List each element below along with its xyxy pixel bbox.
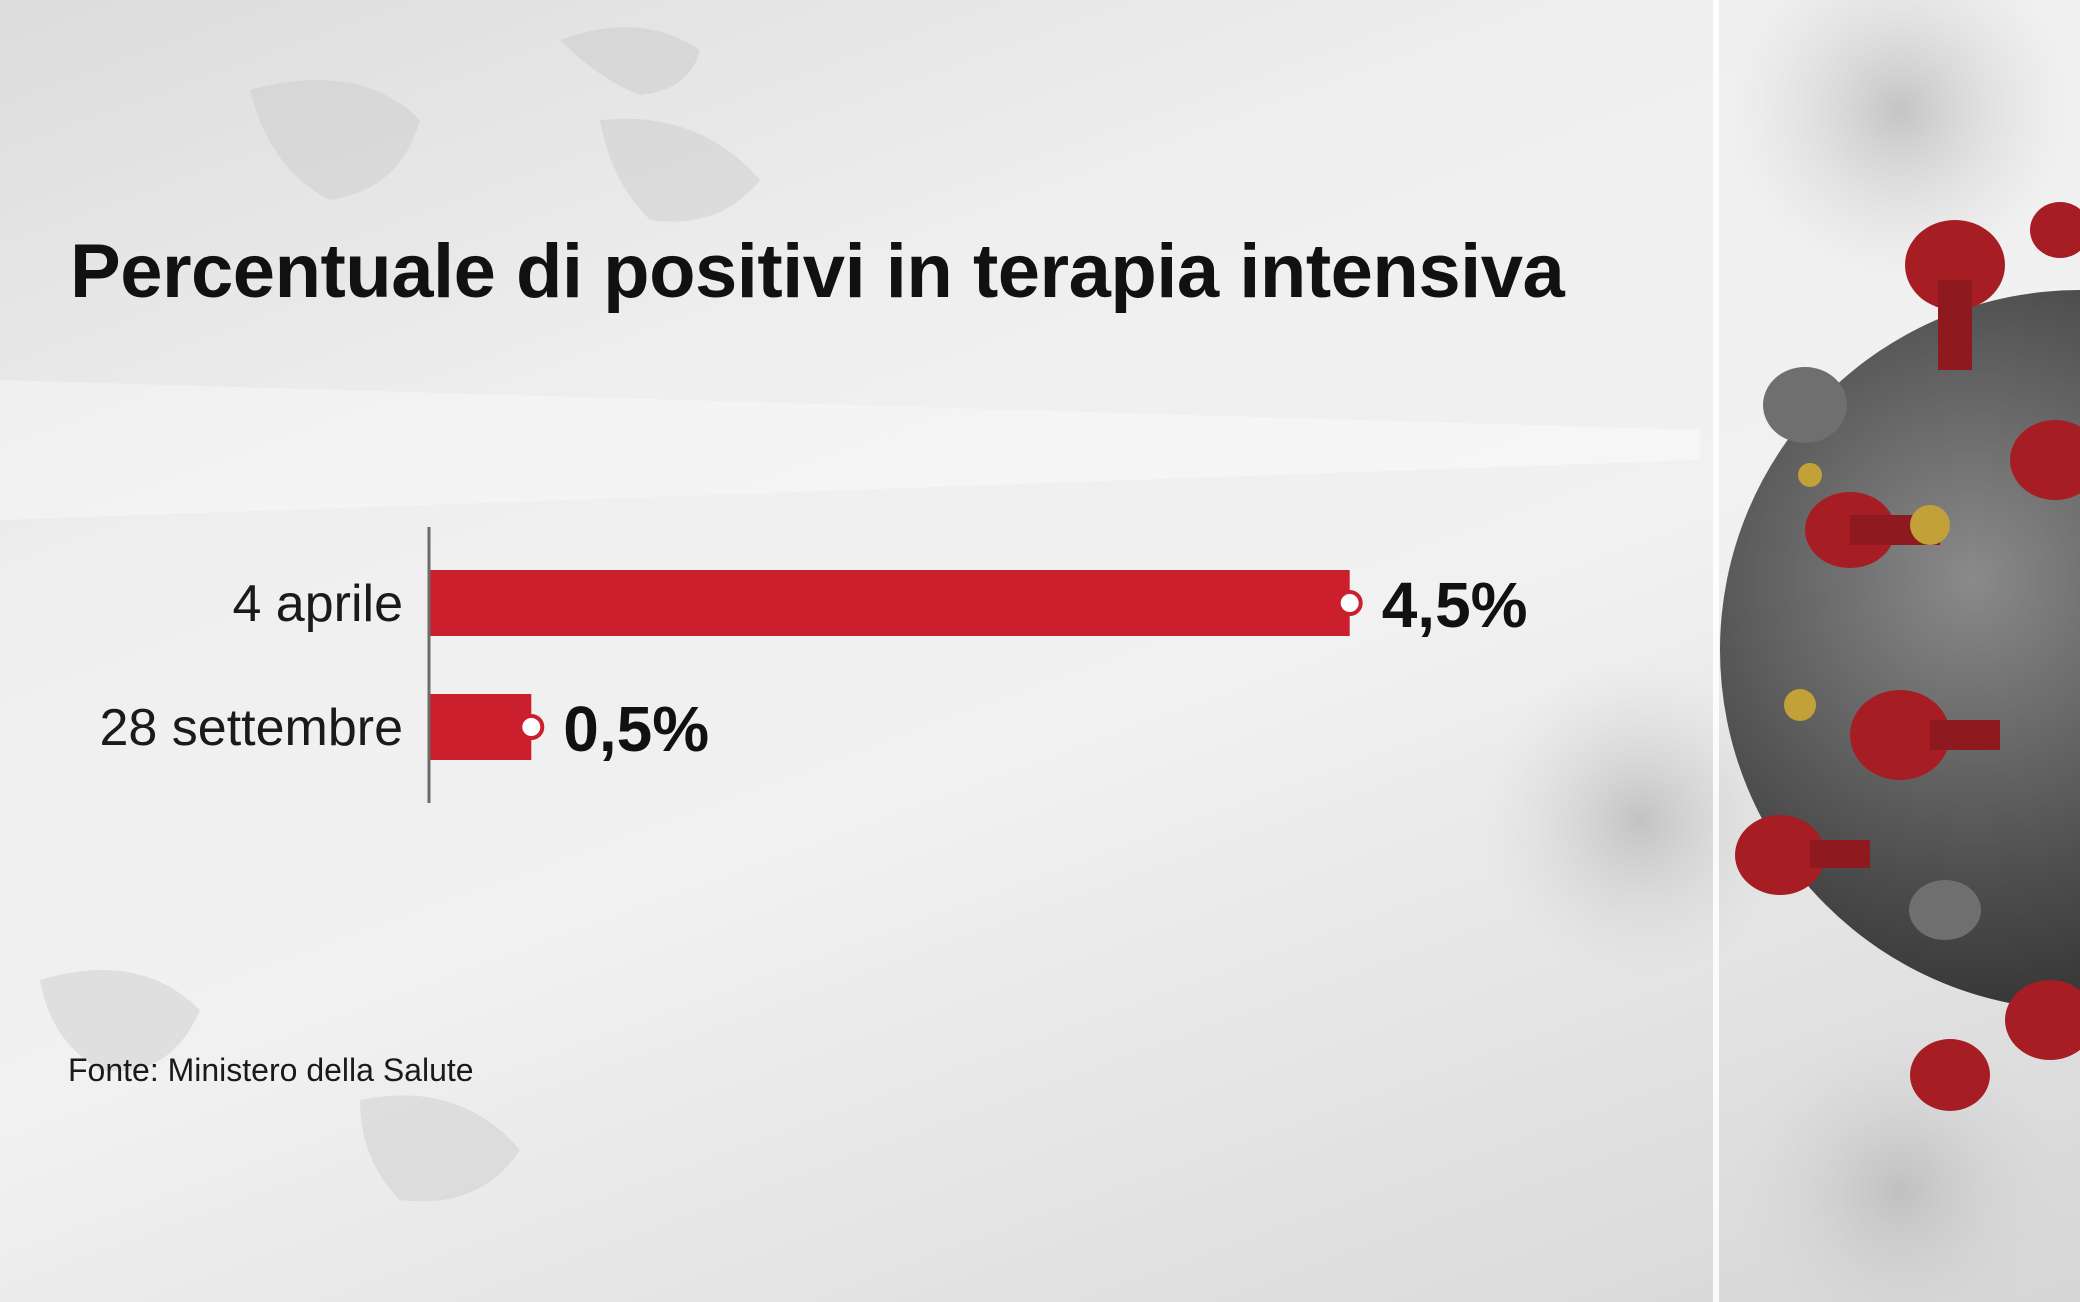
value-label-0: 4,5% xyxy=(1382,569,1528,641)
chart-title: Percentuale di positivi in terapia inten… xyxy=(70,229,1565,314)
bar-0 xyxy=(429,570,1350,636)
bar-end-marker-0 xyxy=(1336,590,1363,616)
bar-end-marker-1 xyxy=(518,714,545,740)
bar-1 xyxy=(429,694,532,760)
value-label-1: 0,5% xyxy=(563,693,709,765)
category-label-1: 28 settembre xyxy=(100,699,404,757)
virus-illustration xyxy=(1720,202,2080,1111)
category-label-0: 4 aprile xyxy=(232,575,403,633)
source-note: Fonte: Ministero della Salute xyxy=(68,1052,474,1088)
blurred-virus-left xyxy=(1480,660,1800,980)
blurred-virus-top xyxy=(1730,0,2070,280)
glass-divider xyxy=(1713,0,1719,1302)
light-band xyxy=(0,380,1700,520)
world-map-shapes xyxy=(40,27,760,1202)
